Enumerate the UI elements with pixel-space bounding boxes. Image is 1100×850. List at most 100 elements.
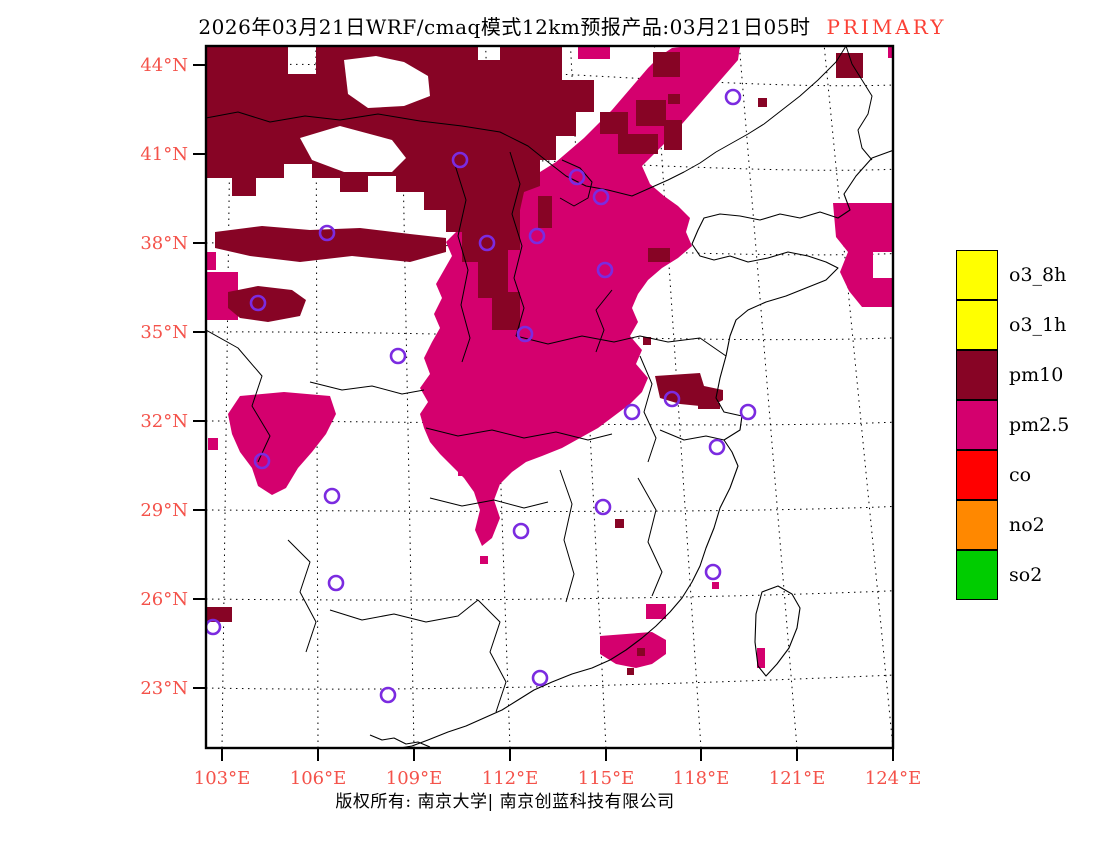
lat-tick-label: 26°N bbox=[140, 589, 188, 610]
city-marker bbox=[704, 563, 722, 581]
pm10-speck bbox=[664, 120, 682, 150]
pm10-speck bbox=[618, 134, 658, 154]
clear-air-hole bbox=[300, 126, 406, 172]
coastline bbox=[369, 734, 431, 748]
pm10-speck bbox=[615, 519, 624, 528]
province-boundary bbox=[287, 539, 317, 653]
province-boundary bbox=[595, 289, 613, 353]
legend-swatch-co bbox=[956, 449, 998, 500]
city-marker bbox=[528, 227, 546, 245]
city-marker bbox=[623, 403, 641, 421]
city-marker bbox=[568, 168, 586, 186]
pm25-region bbox=[833, 203, 893, 307]
province-boundary bbox=[509, 151, 525, 337]
lon-tick-label: 103°E bbox=[194, 768, 251, 789]
pm10-region bbox=[215, 226, 446, 262]
legend-item-no2: no2 bbox=[956, 499, 1069, 550]
lat-tick-label: 44°N bbox=[140, 55, 188, 76]
lon-tick-label: 109°E bbox=[386, 768, 443, 789]
pm10-speck bbox=[698, 403, 720, 409]
pm25-speck bbox=[578, 46, 610, 59]
city-marker bbox=[516, 325, 534, 343]
pm10-region bbox=[228, 286, 306, 322]
legend-label: no2 bbox=[1009, 514, 1045, 536]
province-boundary bbox=[329, 599, 479, 623]
lon-tick-label: 118°E bbox=[673, 768, 730, 789]
pm25-region bbox=[228, 392, 336, 495]
pm25-speck bbox=[206, 252, 216, 270]
pm25-region bbox=[600, 632, 666, 668]
province-boundary bbox=[309, 381, 425, 395]
primary-pollutant-badge: PRIMARY bbox=[826, 15, 947, 39]
pm10-speck bbox=[643, 337, 651, 345]
coastline bbox=[399, 149, 893, 748]
graticule-meridian bbox=[823, 46, 893, 748]
legend-swatch-no2 bbox=[956, 499, 998, 550]
pm10-speck bbox=[653, 52, 680, 77]
city-marker bbox=[724, 88, 742, 106]
province-boundary bbox=[454, 164, 471, 363]
city-marker bbox=[327, 574, 345, 592]
province-boundary bbox=[845, 46, 873, 161]
province-boundary bbox=[429, 497, 549, 509]
city-marker bbox=[596, 261, 614, 279]
pm10-speck bbox=[648, 248, 670, 262]
city-marker bbox=[318, 224, 336, 242]
province-boundary bbox=[559, 159, 593, 207]
legend-label: pm2.5 bbox=[1009, 414, 1070, 436]
legend-label: o3_8h bbox=[1009, 264, 1067, 286]
graticule-parallel bbox=[206, 674, 893, 690]
legend-item-pm2.5: pm2.5 bbox=[956, 399, 1070, 450]
legend-item-pm10: pm10 bbox=[956, 349, 1069, 400]
city-marker bbox=[323, 487, 341, 505]
lon-tick-label: 124°E bbox=[865, 768, 922, 789]
legend-swatch-o3_1h bbox=[956, 299, 998, 350]
coastline bbox=[754, 585, 801, 677]
graticule-parallel bbox=[206, 590, 893, 601]
lat-tick-label: 32°N bbox=[140, 411, 188, 432]
graticule-parallel bbox=[206, 506, 893, 512]
pm25-speck bbox=[224, 286, 232, 294]
title-text: 2026年03月21日WRF/cmaq模式12km预报产品:03月21日05时 bbox=[198, 15, 811, 39]
city-marker bbox=[592, 188, 610, 206]
page-title: 2026年03月21日WRF/cmaq模式12km预报产品:03月21日05时 P… bbox=[198, 11, 946, 40]
province-boundary bbox=[559, 469, 575, 603]
pm25-speck bbox=[458, 468, 466, 476]
clear-air-hole bbox=[344, 56, 430, 108]
lat-tick-label: 35°N bbox=[140, 322, 188, 343]
pm25-speck bbox=[757, 648, 765, 668]
city-marker bbox=[531, 669, 549, 687]
pm25-speck bbox=[208, 438, 218, 450]
pm10-speck bbox=[538, 196, 552, 228]
legend-label: o3_1h bbox=[1009, 314, 1067, 336]
city-marker bbox=[512, 522, 530, 540]
graticule-meridian bbox=[738, 46, 798, 748]
province-boundary bbox=[515, 335, 727, 357]
pm10-speck bbox=[668, 94, 680, 104]
pm10-speck bbox=[637, 648, 645, 656]
legend-swatch-o3_8h bbox=[956, 250, 998, 300]
legend-label: pm10 bbox=[1009, 364, 1064, 386]
legend-swatch-so2 bbox=[956, 549, 998, 600]
pm10-speck bbox=[758, 98, 767, 107]
lon-tick-label: 112°E bbox=[482, 768, 539, 789]
province-boundary bbox=[206, 329, 271, 463]
province-boundary bbox=[477, 599, 507, 713]
pm25-speck bbox=[480, 556, 488, 564]
province-boundary bbox=[206, 46, 847, 197]
lat-tick-label: 41°N bbox=[140, 144, 188, 165]
pm10-speck bbox=[206, 607, 232, 622]
city-marker bbox=[739, 403, 757, 421]
legend-swatch-pm2.5 bbox=[956, 399, 998, 450]
pm10-speck bbox=[636, 100, 666, 126]
legend-item-co: co bbox=[956, 449, 1069, 500]
pollutant-legend: o3_8h o3_1h pm10 pm2.5 co no2 so2 bbox=[956, 250, 1069, 600]
legend-item-o3_1h: o3_1h bbox=[956, 299, 1069, 350]
pm25-speck bbox=[888, 46, 893, 58]
pm10-region bbox=[655, 373, 723, 407]
legend-item-so2: so2 bbox=[956, 549, 1069, 600]
city-marker bbox=[594, 498, 612, 516]
lat-tick-label: 29°N bbox=[140, 500, 188, 521]
pm25-speck bbox=[712, 582, 719, 589]
